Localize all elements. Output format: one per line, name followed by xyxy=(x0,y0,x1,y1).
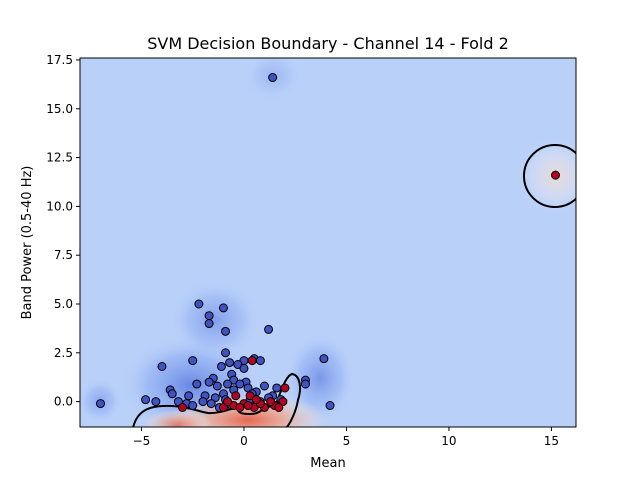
data-point-class-0 xyxy=(223,379,233,389)
data-point-class-0 xyxy=(204,377,214,387)
data-point-class-0 xyxy=(319,354,329,364)
data-point-class-1 xyxy=(251,395,261,405)
x-axis: −5 0 5 10 15 xyxy=(133,427,559,448)
data-point-class-0 xyxy=(151,397,161,407)
data-point-class-0 xyxy=(188,401,198,411)
data-point-class-1 xyxy=(235,402,245,412)
data-point-class-1 xyxy=(177,402,187,412)
data-point-class-0 xyxy=(221,348,231,358)
data-point-class-1 xyxy=(247,356,257,366)
data-point-class-0 xyxy=(204,319,214,329)
plot-frame xyxy=(79,57,577,428)
x-axis-label: Mean xyxy=(310,456,345,471)
y-axis-label: Band Power (0.5-40 Hz) xyxy=(20,166,35,320)
data-point-class-0 xyxy=(198,397,208,407)
data-point-class-1 xyxy=(231,391,241,401)
data-point-class-1 xyxy=(223,397,233,407)
data-point-class-0 xyxy=(95,399,105,409)
y-tick-label: 10.0 xyxy=(46,199,73,213)
data-point-class-1 xyxy=(243,401,253,411)
plot-area xyxy=(80,58,576,427)
y-axis: 0.0 2.5 5.0 7.5 10.0 12.5 15.0 17.5 xyxy=(46,53,80,409)
x-tick-label: 0 xyxy=(240,434,248,448)
chart-title: SVM Decision Boundary - Channel 14 - Fol… xyxy=(147,34,509,53)
data-point-class-0 xyxy=(255,356,265,366)
data-point-class-0 xyxy=(192,379,202,389)
data-point-class-0 xyxy=(204,311,214,321)
data-point-class-0 xyxy=(216,361,226,371)
y-tick-label: 2.5 xyxy=(54,346,73,360)
y-tick-label: 5.0 xyxy=(54,297,73,311)
data-point-class-1 xyxy=(551,170,561,180)
data-point-class-0 xyxy=(259,381,269,391)
data-point-class-0 xyxy=(272,383,282,393)
data-point-class-0 xyxy=(141,395,151,405)
y-tick-label: 12.5 xyxy=(46,151,73,165)
x-tick-label: 10 xyxy=(441,434,456,448)
y-tick-label: 15.0 xyxy=(46,102,73,116)
x-tick-label: −5 xyxy=(133,434,151,448)
data-point-class-0 xyxy=(212,381,222,391)
data-point-class-1 xyxy=(280,383,290,393)
data-point-class-0 xyxy=(235,379,245,389)
x-tick-label: 5 xyxy=(343,434,351,448)
scatter-points xyxy=(95,73,561,412)
data-point-class-0 xyxy=(264,324,274,334)
data-point-class-0 xyxy=(239,363,249,373)
data-point-class-0 xyxy=(221,326,231,336)
y-tick-label: 7.5 xyxy=(54,248,73,262)
data-point-class-0 xyxy=(325,401,335,411)
data-point-class-0 xyxy=(268,73,278,83)
data-point-class-0 xyxy=(157,361,167,371)
y-tick-label: 17.5 xyxy=(46,53,73,67)
data-point-class-0 xyxy=(184,391,194,401)
data-point-class-1 xyxy=(274,402,284,412)
data-point-class-0 xyxy=(194,299,204,309)
x-tick-label: 15 xyxy=(544,434,559,448)
data-point-class-1 xyxy=(266,397,276,407)
data-point-class-0 xyxy=(218,303,228,313)
data-point-class-0 xyxy=(188,356,198,366)
data-point-class-0 xyxy=(206,399,216,409)
data-point-class-0 xyxy=(167,389,177,399)
y-tick-label: 0.0 xyxy=(54,395,73,409)
data-point-class-0 xyxy=(225,358,235,368)
decision-boundary-ring xyxy=(523,144,576,208)
data-point-class-0 xyxy=(300,379,310,389)
